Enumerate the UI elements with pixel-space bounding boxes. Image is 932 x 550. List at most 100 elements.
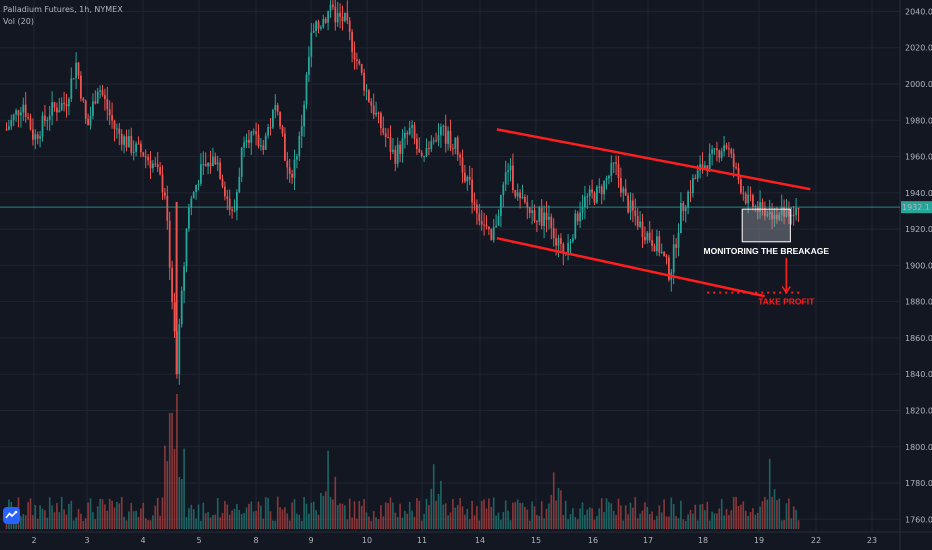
volume-bar	[156, 497, 159, 529]
candle-body	[346, 12, 349, 21]
candle-body	[658, 236, 661, 253]
volume-bar	[240, 514, 243, 529]
volume-bar	[178, 477, 181, 529]
candle-body	[255, 131, 257, 135]
candle-body	[471, 179, 473, 203]
volume-bar	[248, 503, 250, 529]
candle-body	[380, 112, 382, 129]
candle-body	[224, 186, 226, 197]
volume-bar	[101, 499, 104, 529]
volume-bar	[51, 505, 53, 529]
candle-body	[545, 212, 548, 220]
volume-bar	[730, 510, 733, 529]
candle-body	[572, 238, 574, 242]
candle-body	[401, 138, 404, 154]
x-tick-label: 9	[308, 536, 313, 545]
volume-bar	[696, 520, 699, 529]
candle-body	[555, 238, 557, 246]
candle-body	[228, 198, 231, 210]
volume-bar	[226, 504, 229, 529]
candle-body	[70, 78, 73, 100]
candle-body	[452, 148, 454, 150]
candle-body	[480, 220, 483, 225]
volume-bar	[483, 499, 485, 529]
volume-bar	[756, 512, 759, 529]
candle-body	[668, 257, 670, 280]
volume-bar	[96, 506, 99, 529]
volume-bar	[605, 498, 608, 529]
candle-body	[190, 198, 193, 208]
volume-bar	[272, 520, 274, 529]
volume-bar	[291, 502, 293, 529]
volume-bar	[125, 520, 128, 529]
volume-bar	[792, 506, 795, 529]
candle-body	[8, 126, 10, 130]
y-tick-label: 1980.0	[905, 116, 932, 125]
volume-bar	[20, 516, 22, 529]
candle-body	[447, 130, 449, 144]
volume-bar	[202, 502, 205, 529]
candle-body	[209, 162, 212, 167]
volume-bar	[22, 514, 25, 529]
volume-bar	[87, 502, 89, 529]
volume-bar	[639, 513, 641, 529]
candle-body	[132, 151, 135, 153]
candle-body	[44, 115, 46, 121]
candle-body	[142, 152, 145, 157]
candle-body	[696, 170, 699, 179]
volume-bar	[593, 519, 596, 529]
candle-body	[236, 192, 238, 211]
volume-bar	[228, 514, 231, 529]
candle-body	[773, 214, 776, 220]
candle-body	[164, 192, 166, 196]
candle-body	[413, 125, 416, 139]
candle-body	[610, 163, 613, 176]
candle-body	[104, 95, 106, 100]
volume-bar	[36, 518, 39, 529]
candle-body	[540, 207, 543, 226]
volume-bar	[646, 506, 649, 529]
candle-body	[264, 135, 267, 150]
candle-body	[226, 196, 229, 199]
volume-bar	[675, 516, 677, 529]
candle-body	[197, 183, 200, 185]
candle-body	[579, 212, 581, 222]
candle-body	[46, 119, 49, 121]
candle-body	[459, 154, 461, 158]
volume-bar	[528, 520, 531, 529]
volume-bar	[348, 498, 351, 529]
candle-body	[711, 149, 713, 154]
volume-bar	[706, 501, 709, 529]
candle-body	[514, 190, 517, 197]
volume-bar	[584, 514, 586, 529]
candle-body	[677, 233, 680, 248]
volume-bar	[754, 514, 757, 529]
volume-bar	[404, 510, 406, 529]
candle-body	[646, 232, 649, 241]
candle-body	[792, 214, 795, 216]
candle-body	[608, 175, 610, 179]
volume-bar	[773, 489, 776, 529]
volume-bar	[713, 513, 716, 529]
volume-bar	[329, 497, 332, 529]
candle-body	[41, 115, 44, 137]
volume-bar	[435, 500, 437, 529]
candle-body	[130, 136, 133, 153]
candle-body	[653, 245, 656, 252]
volume-bar	[94, 519, 97, 529]
candle-body	[749, 194, 752, 196]
volume-bar	[149, 520, 152, 529]
last-price-label: 1932.1	[902, 203, 930, 212]
trendline-lower	[496, 236, 765, 298]
candle-body	[12, 114, 15, 120]
x-tick-label: 23	[867, 536, 877, 545]
volume-bar	[231, 510, 233, 529]
volume-bar	[452, 498, 454, 529]
volume-bar	[53, 512, 56, 529]
volume-bar	[243, 513, 245, 529]
candle-body	[622, 188, 625, 193]
volume-bar	[39, 505, 41, 529]
tradingview-logo-icon[interactable]	[3, 507, 20, 524]
volume-bar	[173, 448, 176, 529]
